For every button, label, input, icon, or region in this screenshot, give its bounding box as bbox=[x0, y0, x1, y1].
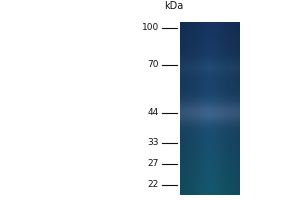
Text: kDa: kDa bbox=[164, 1, 183, 11]
Text: 100: 100 bbox=[142, 23, 159, 32]
Text: 27: 27 bbox=[148, 159, 159, 168]
Text: 33: 33 bbox=[147, 138, 159, 147]
Text: 70: 70 bbox=[147, 60, 159, 69]
Text: 44: 44 bbox=[148, 108, 159, 117]
Text: 22: 22 bbox=[148, 180, 159, 189]
